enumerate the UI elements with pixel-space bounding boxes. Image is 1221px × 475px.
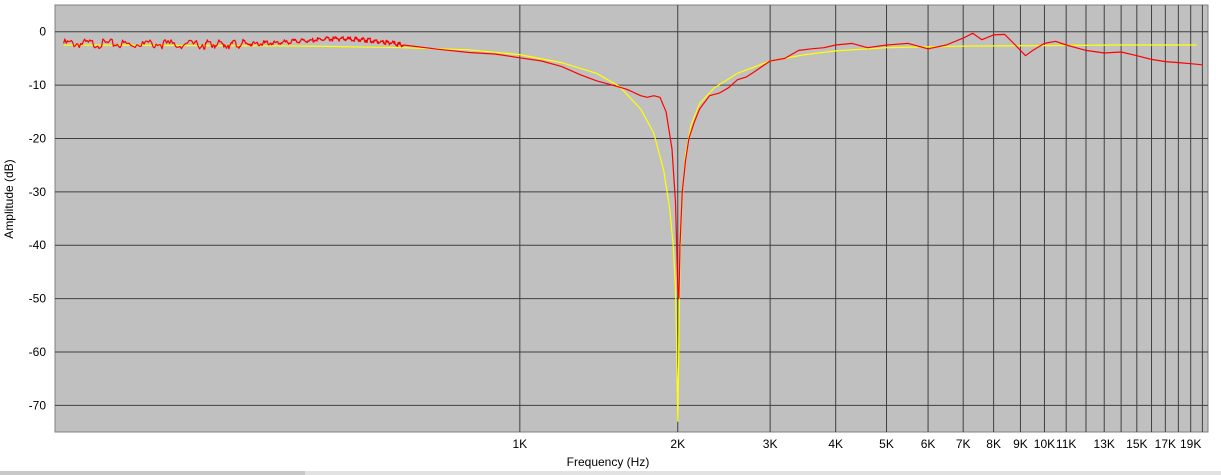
x-tick-label: 6K	[921, 437, 936, 451]
horizontal-scrollbar[interactable]	[0, 471, 1221, 475]
measured-response-line	[63, 32, 1203, 300]
y-axis-label: Amplitude (dB)	[2, 159, 16, 238]
y-tick-labels: 0 -10 -20 -30 -40 -50 -60 -70	[29, 25, 47, 413]
x-tick-label: 13K	[1094, 437, 1115, 451]
y-gridlines	[55, 31, 1208, 406]
y-tick-label: 0	[39, 25, 46, 39]
x-tick-label: 7K	[956, 437, 971, 451]
x-tick-label: 11K	[1056, 437, 1076, 451]
x-gridlines	[519, 5, 1203, 432]
x-tick-label: 4K	[828, 437, 843, 451]
series-layer	[63, 32, 1203, 422]
y-tick-label: -10	[29, 78, 47, 92]
y-tick-label: -40	[29, 238, 47, 252]
scrollbar-thumb[interactable]	[0, 471, 305, 475]
y-tick-label: -70	[29, 398, 47, 412]
x-tick-label: 2K	[670, 437, 685, 451]
x-axis-label: Frequency (Hz)	[567, 455, 650, 469]
x-tick-label: 9K	[1013, 437, 1028, 451]
y-tick-label: -60	[29, 345, 47, 359]
x-tick-label: 5K	[879, 437, 894, 451]
x-tick-label: 19K	[1180, 437, 1201, 451]
x-tick-label: 17K	[1155, 437, 1176, 451]
x-tick-label: 3K	[763, 437, 778, 451]
x-tick-label: 10K	[1034, 437, 1055, 451]
x-tick-label: 1K	[512, 437, 527, 451]
y-tick-label: -20	[29, 131, 47, 145]
y-tick-label: -50	[29, 292, 47, 306]
plot-area	[54, 4, 1209, 433]
x-tick-label: 15K	[1126, 437, 1147, 451]
x-tick-label: 8K	[986, 437, 1001, 451]
x-tick-labels: 1K 2K 3K 4K 5K 6K 7K 8K 9K 10K 11K 13K 15K 17K 19K	[512, 437, 1201, 451]
y-tick-label: -30	[29, 185, 47, 199]
model-response-line	[63, 44, 1197, 422]
